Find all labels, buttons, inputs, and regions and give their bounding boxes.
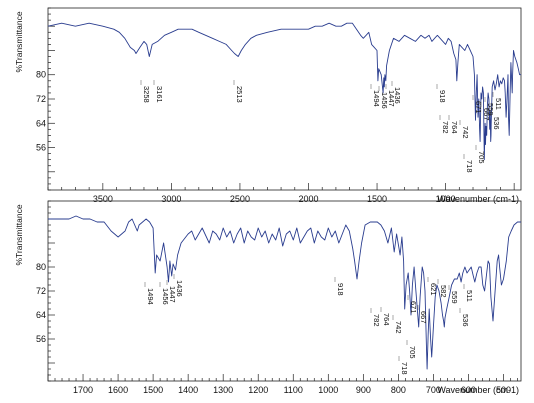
spectrum-line — [48, 215, 521, 370]
peak-label: 782 — [372, 314, 381, 327]
peak-label: 671 — [409, 301, 418, 314]
x-tick-label: 600 — [461, 385, 476, 395]
y-tick-label: 64 — [36, 118, 46, 128]
peak-label: 918 — [336, 283, 345, 296]
x-tick-label: 3500 — [93, 194, 113, 204]
peak-label: 705 — [408, 346, 417, 359]
peak-label: 3161 — [155, 86, 164, 103]
peak-label: 582 — [439, 285, 448, 298]
x-tick-label: 1100 — [284, 385, 303, 395]
peak-label: 671 — [474, 101, 483, 114]
peak-label: 536 — [492, 117, 501, 130]
y-tick-label: 80 — [36, 262, 46, 272]
peak-label: 1456 — [161, 288, 170, 305]
x-tick-label: 900 — [356, 385, 371, 395]
x-tick-label: 1000 — [436, 194, 456, 204]
x-tick-label: 1000 — [318, 385, 338, 395]
peak-label: 1436 — [175, 280, 184, 297]
x-tick-label: 1400 — [178, 385, 198, 395]
peak-label: 742 — [461, 126, 470, 139]
spectrum-panel-1: 56 64 72 80 %Transmittance 3500 3000 2500 2000 15… — [14, 7, 522, 204]
y-tick-label: 72 — [36, 94, 46, 104]
peak-label: 667 — [419, 311, 428, 324]
y-tick-label: 80 — [36, 70, 46, 80]
peak-label: 1494 — [372, 90, 381, 107]
x-tick-label: 1200 — [248, 385, 268, 395]
peak-label: 621 — [429, 283, 438, 296]
x-tick-label: 1500 — [143, 385, 163, 395]
x-tick-label: 1500 — [367, 194, 387, 204]
spectrum-panel-2: 56 64 72 80 %Transmittance 1700 1600 1500 1400 13… — [14, 200, 522, 395]
x-tick-label: 3000 — [161, 194, 181, 204]
peak-label: 2513 — [235, 86, 244, 103]
peak-label: 536 — [461, 314, 470, 327]
x-tick-label: 2000 — [298, 194, 318, 204]
y-axis-label: %Transmittance — [14, 11, 24, 72]
peak-label: 1447 — [168, 286, 177, 303]
x-tick-label: 800 — [391, 385, 406, 395]
y-axis-label: %Transmittance — [14, 204, 24, 265]
y-tick-label: 64 — [36, 310, 46, 320]
peak-label: 3258 — [142, 86, 151, 103]
peak-label: 705 — [477, 151, 486, 164]
peak-label: 511 — [465, 290, 474, 302]
y-tick-label: 56 — [36, 143, 46, 153]
peak-label: 764 — [450, 121, 459, 134]
peak-label: 918 — [438, 90, 447, 103]
x-tick-label: 2500 — [230, 194, 250, 204]
peak-label: 511 — [494, 98, 503, 110]
x-tick-label: 1300 — [213, 385, 233, 395]
peak-label: 1494 — [146, 288, 155, 305]
peak-label: 782 — [441, 121, 450, 134]
peak-label: 718 — [400, 362, 409, 375]
peak-label: 1447 — [387, 90, 396, 107]
peak-label: 559 — [486, 103, 495, 116]
y-tick-label: 72 — [36, 286, 46, 296]
peak-label: 1436 — [393, 87, 402, 104]
peak-label: 742 — [394, 321, 403, 334]
x-axis-label: Wavenumber (cm-1) — [437, 385, 519, 395]
peak-label: 1456 — [380, 92, 389, 109]
spectrum-line — [47, 22, 521, 161]
x-tick-label: 500 — [496, 385, 511, 395]
y-tick-label: 56 — [36, 334, 46, 344]
x-tick-label: 1700 — [73, 385, 93, 395]
plot-frame — [47, 7, 522, 191]
peak-label: 667 — [482, 108, 491, 121]
x-axis-label: Wavenumber (cm-1) — [437, 194, 519, 204]
peak-label: 718 — [465, 160, 474, 173]
peak-label: 764 — [382, 313, 391, 326]
peak-label: 559 — [450, 291, 459, 304]
x-tick-label: 1600 — [108, 385, 128, 395]
x-tick-label: 700 — [426, 385, 441, 395]
